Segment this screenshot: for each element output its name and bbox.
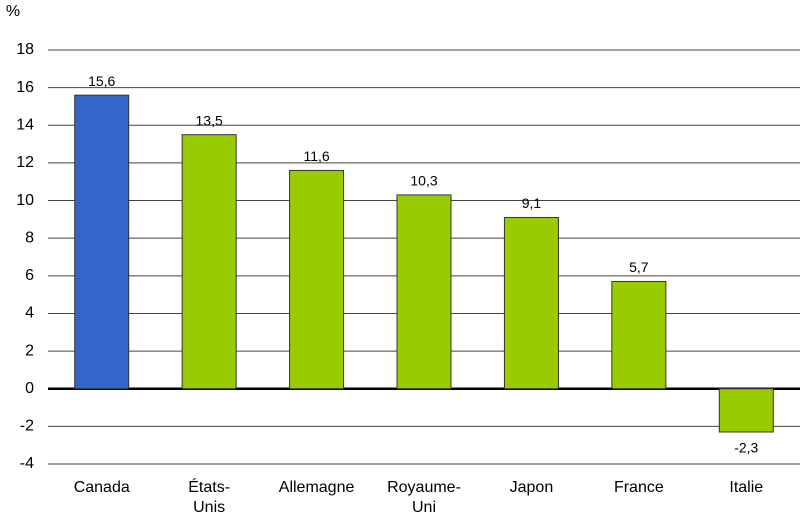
y-tick-label: 18 <box>16 41 34 58</box>
value-label: 13,5 <box>196 112 223 128</box>
x-tick-label: Italie <box>729 479 763 496</box>
bar <box>396 194 452 390</box>
x-tick-label: Unis <box>193 499 225 516</box>
y-tick-label: 0 <box>25 380 34 397</box>
y-tick-label: 16 <box>16 79 34 96</box>
value-label: 11,6 <box>303 148 329 164</box>
value-label: 15,6 <box>88 73 115 89</box>
bar <box>503 216 559 390</box>
y-tick-label: 12 <box>16 154 34 171</box>
x-tick-label: Japon <box>510 479 554 496</box>
y-tick-label: -4 <box>20 455 34 472</box>
bar <box>611 280 667 390</box>
y-tick-label: 6 <box>25 267 34 284</box>
x-tick-label: Uni <box>412 499 436 516</box>
value-label: 10,3 <box>410 173 437 189</box>
y-tick-label: 14 <box>16 116 34 133</box>
x-tick-label: Canada <box>74 479 130 496</box>
value-label: -2,3 <box>734 440 758 456</box>
x-tick-label: Royaume- <box>387 479 461 496</box>
value-label: 5,7 <box>629 259 649 275</box>
y-tick-label: 2 <box>25 342 34 359</box>
y-tick-label: 8 <box>25 229 34 246</box>
x-tick-label: France <box>614 479 664 496</box>
x-tick-label: États- <box>188 477 230 496</box>
value-label: 9,1 <box>522 195 542 211</box>
y-tick-label: 4 <box>25 305 34 322</box>
y-tick-label: -2 <box>20 418 34 435</box>
x-tick-label: Allemagne <box>279 479 355 496</box>
bar <box>74 94 130 390</box>
y-tick-label: 10 <box>16 192 34 209</box>
bar <box>289 169 345 390</box>
bar <box>181 134 237 390</box>
y-axis-label: % <box>6 3 20 20</box>
bar <box>718 388 774 433</box>
